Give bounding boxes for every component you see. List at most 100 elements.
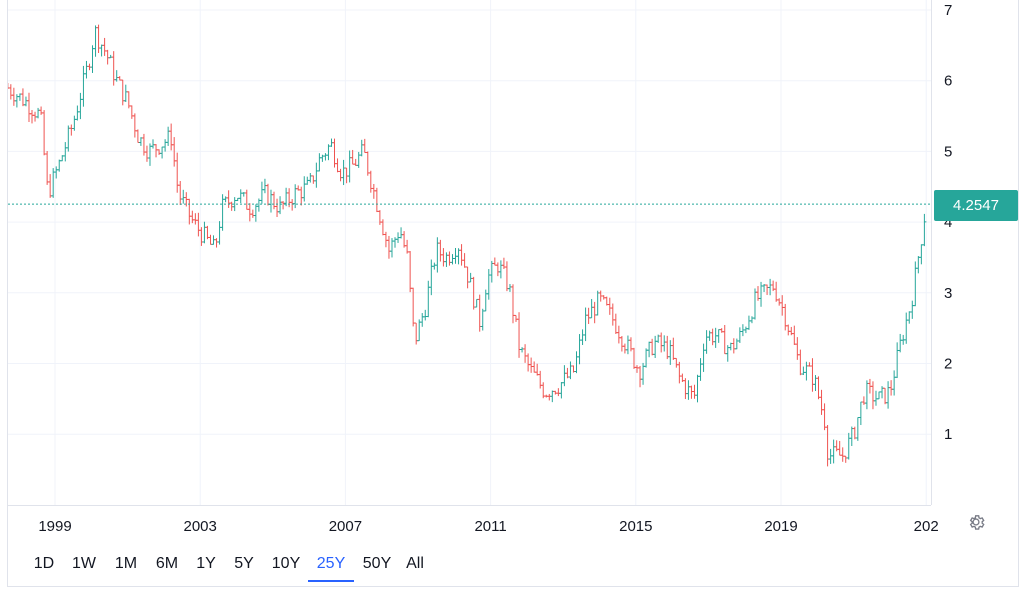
candle [265, 183, 270, 206]
candle [408, 251, 413, 293]
candle [138, 137, 143, 146]
y-tick-label: 5 [944, 143, 952, 160]
candle [825, 424, 830, 467]
candle [910, 300, 915, 319]
candle [798, 349, 803, 376]
candle [308, 172, 313, 183]
candle [362, 138, 367, 154]
candle [474, 298, 479, 308]
candle [414, 322, 419, 345]
candle [562, 365, 567, 387]
candle [365, 151, 370, 176]
candle [253, 204, 258, 222]
candle [383, 231, 388, 248]
candle [278, 196, 283, 215]
range-button-1d[interactable]: 1D [26, 546, 62, 582]
y-tick-label: 4 [944, 214, 952, 231]
candle [147, 143, 152, 166]
candle [202, 221, 207, 244]
candle [507, 284, 512, 292]
candle [8, 84, 13, 100]
candle [526, 353, 531, 372]
candle [870, 381, 875, 410]
candle [163, 139, 168, 152]
range-button-25y[interactable]: 25Y [308, 546, 354, 582]
candle [447, 251, 452, 266]
last-price-badge: 4.2547 [934, 190, 1018, 221]
candle [895, 342, 900, 379]
candle [846, 432, 851, 460]
candle [710, 328, 715, 346]
candle [120, 79, 125, 106]
x-tick-label: 2019 [764, 518, 797, 535]
candle [102, 37, 107, 56]
candle [356, 151, 361, 168]
candle [72, 115, 77, 131]
candle [105, 49, 110, 65]
candle [247, 203, 252, 222]
candle [529, 357, 534, 373]
candle [30, 109, 35, 124]
range-button-6m[interactable]: 6M [146, 546, 188, 582]
candle [338, 168, 343, 182]
range-button-all[interactable]: All [400, 546, 430, 582]
range-button-1m[interactable]: 1M [106, 546, 146, 582]
candle [190, 210, 195, 224]
candle [208, 234, 213, 245]
range-selector: 1D 1W 1M 6M 1Y 5Y 10Y 25Y 50Y All [26, 546, 430, 582]
candle [238, 189, 243, 204]
candle [644, 348, 649, 368]
candle [559, 382, 564, 399]
x-tick-label: 2003 [184, 518, 217, 535]
candle [42, 110, 47, 156]
candle [855, 417, 860, 441]
candle [459, 244, 464, 266]
candle [299, 186, 304, 206]
candle [574, 351, 579, 374]
candle [129, 105, 134, 119]
candle [151, 139, 156, 149]
candle [831, 439, 836, 464]
range-button-10y[interactable]: 10Y [264, 546, 308, 582]
range-button-1w[interactable]: 1W [62, 546, 106, 582]
candle [135, 129, 140, 143]
candle [647, 341, 652, 358]
candle [665, 335, 670, 360]
candle [722, 324, 727, 355]
candle [737, 327, 742, 344]
candle [268, 189, 273, 213]
candle [840, 447, 845, 462]
candle [275, 198, 280, 218]
candle [250, 209, 255, 218]
gear-icon[interactable] [966, 512, 986, 532]
candle [311, 175, 316, 184]
candle [23, 96, 28, 107]
candle [377, 210, 382, 225]
range-button-5y[interactable]: 5Y [224, 546, 264, 582]
candle [290, 199, 295, 211]
candle [480, 308, 485, 331]
candle [734, 338, 739, 350]
candle [510, 284, 515, 324]
candle [804, 361, 809, 381]
range-button-50y[interactable]: 50Y [354, 546, 400, 582]
candle [674, 357, 679, 368]
x-tick-label: 1999 [38, 518, 71, 535]
candle [583, 307, 588, 342]
candle [450, 254, 455, 265]
candle [864, 380, 869, 410]
candle [550, 390, 555, 403]
candle [223, 196, 228, 203]
y-tick-label: 7 [944, 2, 952, 19]
candle [580, 329, 585, 345]
candle [93, 25, 98, 57]
candle [650, 338, 655, 356]
candle [399, 227, 404, 239]
candle [677, 361, 682, 384]
candle [178, 180, 183, 205]
candle [659, 332, 664, 353]
price-chart[interactable]: 7 6 5 4 3 2 1 1999 2003 2007 2011 2015 2019 202 [8, 0, 1020, 587]
range-button-1y[interactable]: 1Y [188, 546, 224, 582]
candle [335, 158, 340, 173]
candle [886, 381, 891, 409]
